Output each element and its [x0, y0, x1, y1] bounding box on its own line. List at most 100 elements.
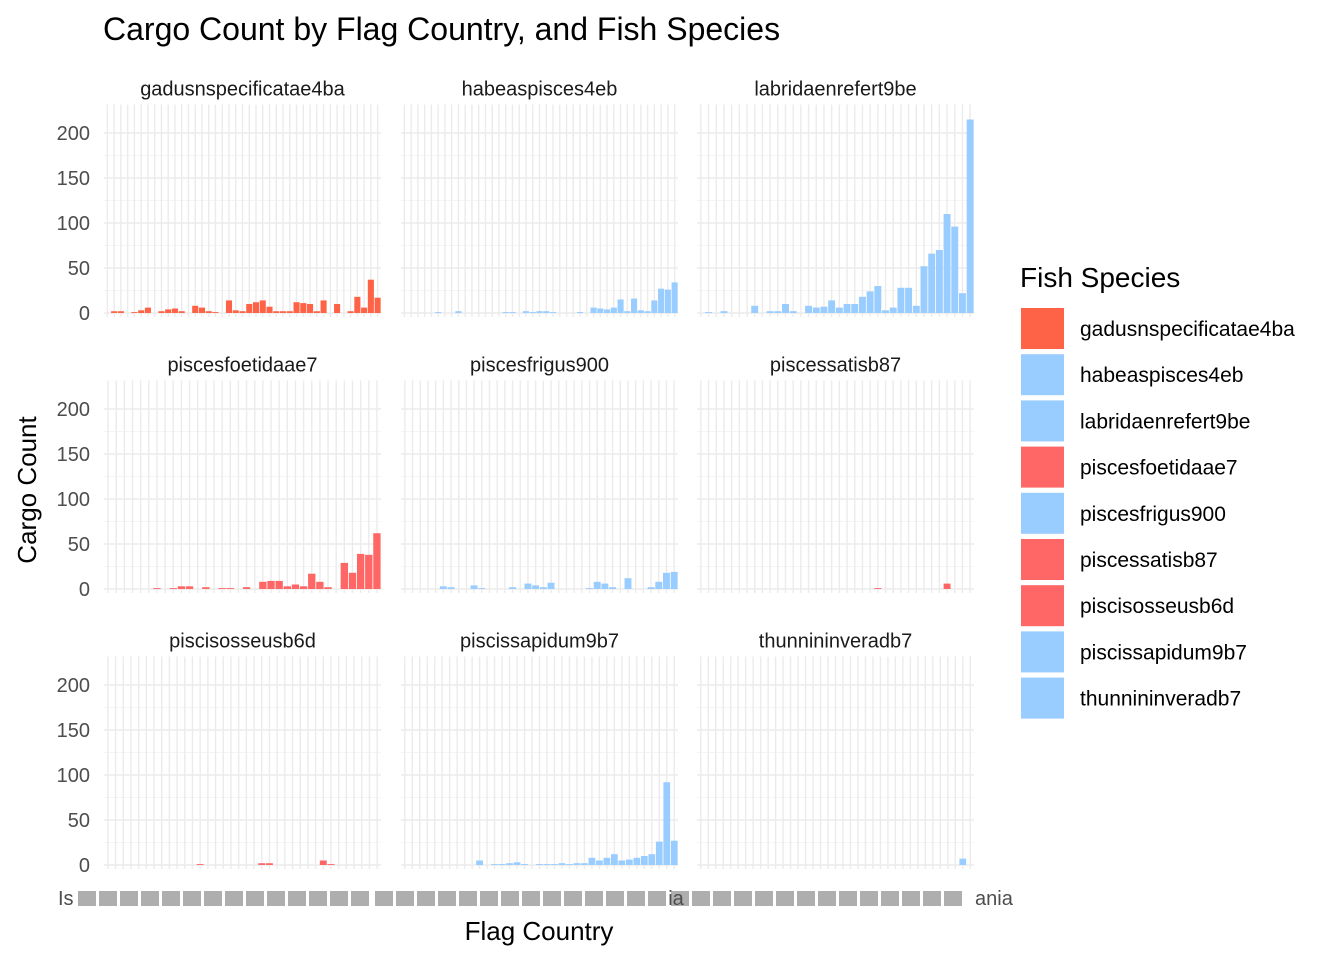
- legend-item-piscisosseusb6d: piscisosseusb6d: [1021, 585, 1234, 627]
- legend-swatch: [1021, 631, 1064, 673]
- facet-panel-piscissapidum9b7: piscissapidum9b7: [401, 631, 678, 869]
- x-tick-label-cluster: [543, 891, 561, 906]
- x-tick-label-cluster: [267, 891, 285, 906]
- bar-piscesfoetidaae7-15: [226, 588, 234, 589]
- legend-label: labridaenrefert9be: [1080, 410, 1250, 433]
- chart-title: Cargo Count by Flag Country, and Fish Sp…: [103, 11, 780, 47]
- bar-labridaenrefert9be-1: [705, 312, 713, 313]
- bar-piscissapidum9b7-35: [663, 782, 671, 865]
- bar-piscesfrigus900-34: [662, 572, 670, 589]
- x-tick-label: ania: [975, 888, 1014, 910]
- bar-piscissapidum9b7-28: [610, 854, 618, 865]
- bar-piscisosseusb6d-20: [258, 863, 266, 865]
- legend-label: piscesfrigus900: [1080, 503, 1226, 526]
- x-tick-label: ia: [668, 888, 684, 910]
- bar-habeaspisces4eb-15: [502, 312, 509, 313]
- y-tick-label: 100: [57, 489, 90, 511]
- x-tick-label-cluster: [183, 891, 201, 906]
- x-tick-label-cluster: [204, 891, 222, 906]
- y-tick-label: 0: [79, 303, 90, 325]
- x-tick-label-cluster: [860, 891, 878, 906]
- x-tick-label: Is: [58, 888, 74, 910]
- legend-swatch: [1021, 539, 1064, 580]
- bar-piscesfoetidaae7-12: [202, 587, 210, 589]
- x-tick-label-cluster: [438, 891, 456, 906]
- bar-piscesfrigus900-17: [532, 585, 540, 589]
- bar-piscissapidum9b7-18: [536, 864, 543, 865]
- bar-habeaspisces4eb-26: [576, 312, 584, 313]
- bar-gadusnspecificatae4ba-30: [307, 304, 314, 313]
- legend-label: thunnininveradb7: [1080, 688, 1241, 711]
- bar-piscesfoetidaae7-26: [316, 581, 324, 589]
- x-tick-label-cluster: [288, 891, 306, 906]
- bar-piscissapidum9b7-16: [521, 864, 528, 865]
- bar-gadusnspecificatae4ba-37: [354, 296, 361, 313]
- bar-labridaenrefert9be-20: [851, 304, 859, 313]
- bar-gadusnspecificatae4ba-14: [198, 307, 206, 313]
- facet-panel-gadusnspecificatae4ba: gadusnspecificatae4ba 0 50 100 150 200: [57, 79, 381, 325]
- x-tick-label-cluster: [755, 891, 773, 906]
- bar-gadusnspecificatae4ba-31: [313, 311, 320, 313]
- bar-labridaenrefert9be-31: [935, 250, 943, 313]
- legend-swatch: [1021, 308, 1064, 349]
- legend-swatch: [1021, 677, 1064, 719]
- facet-strip-label: piscesfoetidaae7: [167, 355, 317, 377]
- bar-piscissapidum9b7-31: [633, 857, 641, 865]
- bar-gadusnspecificatae4ba-21: [246, 304, 253, 313]
- bar-piscesfoetidaae7-6: [153, 588, 161, 589]
- bar-piscesfoetidaae7-19: [259, 581, 267, 589]
- bar-gadusnspecificatae4ba-28: [293, 302, 300, 313]
- x-tick-label-cluster: [351, 891, 369, 906]
- bar-labridaenrefert9be-29: [920, 266, 928, 313]
- bar-gadusnspecificatae4ba-8: [158, 311, 165, 313]
- facet-strip-label: piscessatisb87: [770, 355, 901, 377]
- bar-gadusnspecificatae4ba-38: [361, 307, 368, 313]
- bar-labridaenrefert9be-34: [958, 293, 966, 313]
- bar-piscesfrigus900-9: [470, 585, 478, 589]
- x-tick-label-cluster: [330, 891, 348, 906]
- bar-piscissapidum9b7-10: [476, 860, 483, 865]
- bar-gadusnspecificatae4ba-26: [279, 311, 287, 313]
- bar-gadusnspecificatae4ba-22: [252, 302, 260, 313]
- bar-labridaenrefert9be-25: [889, 307, 897, 313]
- bar-piscesfoetidaae7-14: [218, 588, 226, 589]
- bar-labridaenrefert9be-27: [905, 287, 913, 313]
- x-tick-label-cluster: [501, 891, 519, 906]
- bar-piscissapidum9b7-24: [581, 863, 588, 865]
- bar-piscessatisb87-23: [874, 588, 882, 589]
- x-tick-label-cluster: [627, 891, 645, 906]
- bar-gadusnspecificatae4ba-5: [138, 310, 145, 313]
- bar-labridaenrefert9be-16: [820, 306, 828, 313]
- bar-piscesfoetidaae7-9: [177, 586, 186, 589]
- bar-gadusnspecificatae4ba-19: [232, 310, 239, 313]
- bar-piscesfrigus900-10: [478, 588, 486, 589]
- x-tick-label-cluster: [606, 891, 624, 906]
- facet-strip-label: thunnininveradb7: [759, 631, 912, 653]
- x-tick-label-cluster: [396, 891, 414, 906]
- bar-labridaenrefert9be-12: [789, 311, 797, 313]
- x-tick-label-cluster: [776, 891, 794, 906]
- x-tick-label-cluster: [480, 891, 498, 906]
- x-tick-label-cluster: [818, 891, 836, 906]
- bar-piscesfrigus900-14: [509, 587, 517, 589]
- facet-strip-label: piscesfrigus900: [470, 355, 609, 377]
- bar-gadusnspecificatae4ba-9: [165, 309, 172, 313]
- bar-piscesfoetidaae7-8: [169, 588, 177, 589]
- bar-labridaenrefert9be-15: [812, 307, 820, 313]
- bar-gadusnspecificatae4ba-15: [205, 311, 212, 313]
- y-tick-label: 150: [57, 720, 90, 742]
- x-tick-label-cluster: [564, 891, 582, 906]
- bar-piscesfrigus900-24: [586, 588, 593, 589]
- x-tick-label-cluster: [671, 891, 689, 906]
- x-tick-label-cluster: [120, 891, 138, 906]
- x-axis-title: Flag Country: [465, 916, 614, 946]
- x-tick-label-cluster: [309, 891, 327, 906]
- legend-item-thunnininveradb7: thunnininveradb7: [1021, 677, 1241, 719]
- legend-label: habeaspisces4eb: [1080, 364, 1243, 387]
- bar-habeaspisces4eb-19: [529, 312, 536, 313]
- bar-piscesfoetidaae7-29: [340, 562, 349, 589]
- bar-labridaenrefert9be-21: [858, 296, 866, 313]
- y-tick-label: 200: [57, 123, 90, 145]
- bar-thunnininveradb7-35: [959, 858, 967, 865]
